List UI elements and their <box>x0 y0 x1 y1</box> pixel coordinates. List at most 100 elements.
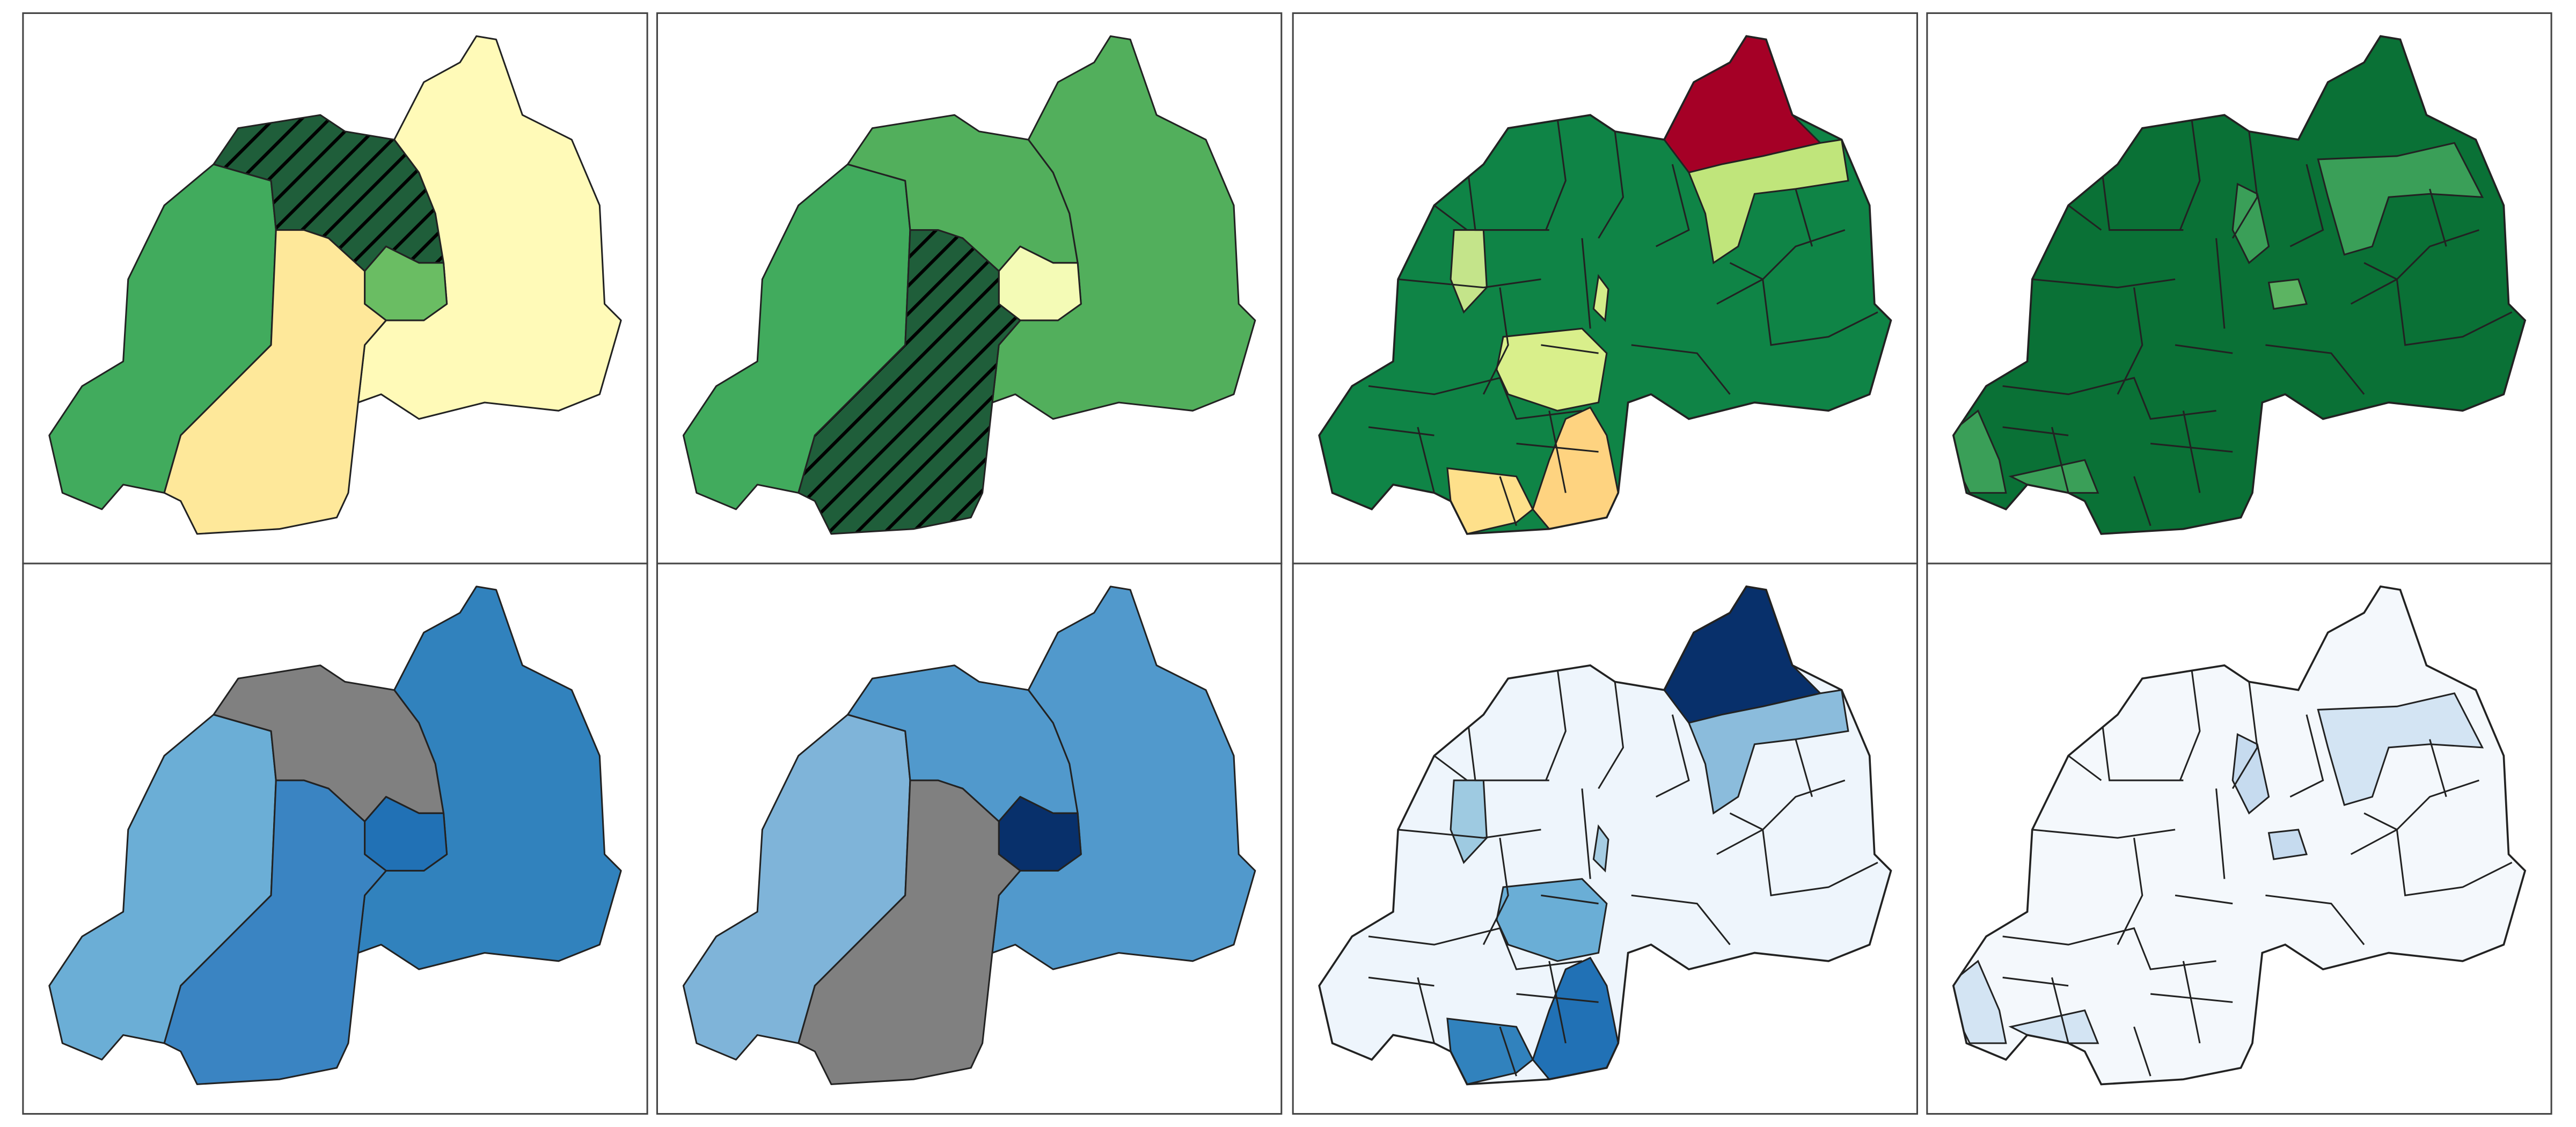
district-border <box>2175 344 2233 354</box>
district-border <box>2068 755 2102 781</box>
district-border <box>2117 287 2143 395</box>
district-border <box>2100 714 2184 781</box>
district-border <box>1417 427 1435 493</box>
map <box>1952 585 2527 1086</box>
district-border <box>2179 118 2201 231</box>
district-border <box>2429 188 2447 247</box>
district-border <box>1482 838 1509 945</box>
district-border <box>2182 961 2201 1044</box>
district-border <box>2051 427 2069 493</box>
district-border <box>2002 426 2069 436</box>
district-border <box>1581 238 1591 329</box>
district-border <box>1368 976 1435 987</box>
map <box>1318 585 1892 1086</box>
district <box>2317 692 2484 806</box>
district <box>1953 960 2007 1044</box>
districts <box>1368 36 1878 534</box>
district <box>2008 459 2099 494</box>
map <box>1318 35 1892 535</box>
province <box>163 229 387 535</box>
province <box>797 229 1021 535</box>
country-border <box>1318 585 1892 1086</box>
district-border <box>2179 668 2201 781</box>
district <box>1496 327 1608 412</box>
district <box>1687 689 1849 815</box>
district-border <box>1417 977 1435 1044</box>
district-border <box>1545 668 1567 781</box>
country-border <box>1952 585 2527 1086</box>
map <box>48 35 622 535</box>
district <box>1592 274 1609 323</box>
district-border <box>1368 927 1583 970</box>
map <box>1952 35 2527 535</box>
district-border <box>1397 278 1541 289</box>
district-border <box>2002 377 2216 420</box>
district-border <box>1581 788 1591 879</box>
district-border <box>2002 927 2216 970</box>
district-border <box>2100 164 2184 231</box>
district-border <box>2068 204 2102 231</box>
district-border <box>2117 838 2143 945</box>
district-border <box>2215 238 2226 329</box>
district-border <box>1716 829 1763 855</box>
district-border <box>1499 1026 1517 1077</box>
district <box>2231 733 2270 815</box>
district-border <box>2215 788 2226 879</box>
districts <box>1368 586 1878 1085</box>
district-border <box>2289 164 2324 247</box>
district-border <box>1482 287 1509 395</box>
map <box>48 586 622 1085</box>
district-border <box>1762 279 1878 346</box>
district-border <box>1466 714 1549 781</box>
district-border <box>1541 894 1599 905</box>
district-border <box>1545 118 1567 231</box>
district <box>2231 182 2270 265</box>
district <box>2267 829 2308 860</box>
district-border <box>1433 204 1468 231</box>
district <box>2008 1009 2099 1044</box>
district-border <box>1499 476 1517 526</box>
district-border <box>1433 755 1468 781</box>
district-border <box>2265 894 2365 946</box>
district-border <box>1795 188 1813 247</box>
district-border <box>1631 344 1731 395</box>
district <box>1687 138 1849 265</box>
district-border <box>1466 164 1549 231</box>
country-border <box>1318 35 1892 535</box>
districts <box>1953 668 2513 1077</box>
district-border <box>2231 682 2258 789</box>
district-border <box>1762 829 1878 897</box>
district-border <box>2002 976 2069 987</box>
district-border <box>1368 426 1435 436</box>
district-border <box>1397 829 1541 839</box>
district-border <box>2396 279 2513 346</box>
district-border <box>2032 278 2176 289</box>
map <box>682 586 1256 1085</box>
district-border <box>2231 131 2258 239</box>
district-border <box>2350 829 2398 855</box>
district-border <box>2265 344 2365 395</box>
district-border <box>1656 164 1690 247</box>
province <box>163 779 387 1085</box>
district-border <box>1656 714 1690 798</box>
district <box>1496 878 1608 962</box>
province <box>797 779 1021 1085</box>
district-border <box>2051 977 2069 1044</box>
district-border <box>2429 739 2447 797</box>
district-border <box>1598 131 1624 239</box>
district-border <box>2133 476 2151 526</box>
district-border <box>1541 344 1599 354</box>
district-border <box>2182 411 2201 493</box>
district-border <box>2289 714 2324 798</box>
district-border <box>1598 682 1624 789</box>
district-border <box>1729 779 1846 831</box>
district <box>2267 278 2308 310</box>
district <box>2317 142 2484 256</box>
district-border <box>1631 894 1731 946</box>
country-border <box>1952 35 2527 535</box>
district-border <box>2396 829 2513 897</box>
district-border <box>2363 229 2479 281</box>
